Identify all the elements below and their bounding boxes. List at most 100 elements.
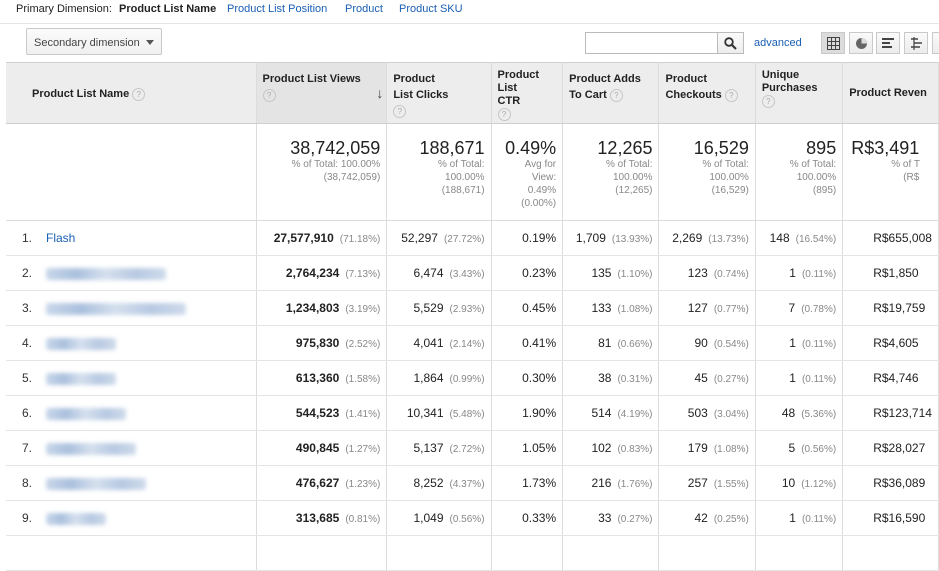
views-cell: 313,685 (0.81%) xyxy=(256,500,388,536)
purchases-cell: 1 (0.11%) xyxy=(755,325,844,361)
views-cell: 975,830 (2.52%) xyxy=(256,325,388,361)
adds-percent: (0.27%) xyxy=(617,514,653,525)
views-cell: 476,627 (1.23%) xyxy=(256,465,388,501)
product-list-name-link[interactable]: Flash xyxy=(46,231,76,245)
adds-value: 1,709 xyxy=(575,231,606,245)
adds-value: 514 xyxy=(591,406,612,420)
column-header-product-revenue[interactable]: Product Reven xyxy=(842,62,939,124)
help-icon[interactable]: ? xyxy=(761,95,775,108)
views-percent: (1.27%) xyxy=(345,444,381,455)
dimension-product-sku-link[interactable]: Product SKU xyxy=(399,3,463,15)
ctr-cell: 0.33% xyxy=(491,500,564,536)
performance-view-button[interactable] xyxy=(876,32,900,54)
column-header-product-list-name[interactable]: Product List Name ? xyxy=(6,62,257,124)
adds-value: 81 xyxy=(598,336,612,350)
product-list-name-cell: 1. Flash xyxy=(6,220,257,256)
revenue-cell: R$655,008 xyxy=(842,220,939,256)
sort-descending-icon[interactable]: ↓ xyxy=(376,85,384,101)
ctr-cell: 0.23% xyxy=(491,255,564,291)
column-header-product-list-views[interactable]: Product List Views ? ↓ xyxy=(256,62,388,124)
purchases-percent: (5.36%) xyxy=(801,409,837,420)
bar-chart-icon xyxy=(882,38,894,48)
total-subtext: % of Total: xyxy=(702,159,749,170)
total-subtext: 0.49% xyxy=(527,185,557,196)
column-label: Product List Clicks xyxy=(393,73,449,101)
help-icon[interactable]: ? xyxy=(393,104,407,118)
comparison-view-button[interactable] xyxy=(904,32,928,54)
clicks-value: 5,529 xyxy=(413,301,444,315)
views-value: 490,845 xyxy=(295,441,340,455)
table-view-button[interactable] xyxy=(821,32,845,54)
dimension-product-link[interactable]: Product xyxy=(345,3,383,15)
adds-cell: 216 (1.76%) xyxy=(562,465,660,501)
table-row-partial xyxy=(6,535,939,571)
totals-empty-cell xyxy=(6,123,257,221)
purchases-value: 10 xyxy=(781,476,796,490)
total-subtext: (188,671) xyxy=(441,185,485,196)
clicks-percent: (2.93%) xyxy=(449,304,485,315)
purchases-percent: (0.56%) xyxy=(801,444,837,455)
views-value: 313,685 xyxy=(295,511,340,525)
row-index: 1. xyxy=(22,231,33,245)
clicks-value: 8,252 xyxy=(413,476,444,490)
checkouts-cell: 123 (0.74%) xyxy=(658,255,756,291)
redacted-product-list-name xyxy=(46,407,126,420)
ctr-value: 1.90% xyxy=(522,406,557,420)
comparison-icon xyxy=(911,37,922,50)
pie-view-button[interactable] xyxy=(849,32,873,54)
purchases-cell: 1 (0.11%) xyxy=(755,255,844,291)
help-icon[interactable]: ? xyxy=(132,87,146,101)
table-row: 3. 1,234,803 (3.19%) 5,529 (2.93%) 0.45% 1… xyxy=(6,290,939,326)
adds-cell: 81 (0.66%) xyxy=(562,325,660,361)
views-cell: 2,764,234 (7.13%) xyxy=(256,255,388,291)
adds-value: 102 xyxy=(591,441,612,455)
clicks-cell: 4,041 (2.14%) xyxy=(386,325,492,361)
help-icon[interactable]: ? xyxy=(497,108,511,121)
checkouts-percent: (3.04%) xyxy=(713,409,749,420)
clicks-percent: (5.48%) xyxy=(449,409,485,420)
help-icon[interactable]: ? xyxy=(262,88,276,102)
dimension-product-list-position-link[interactable]: Product List Position xyxy=(227,3,328,15)
pivot-view-button[interactable] xyxy=(932,32,939,54)
purchases-percent: (0.11%) xyxy=(801,269,837,280)
checkouts-value: 2,269 xyxy=(672,231,703,245)
table-row: 9. 313,685 (0.81%) 1,049 (0.56%) 0.33% 33 (… xyxy=(6,500,939,536)
checkouts-percent: (0.74%) xyxy=(713,269,749,280)
column-label: Product Checkouts xyxy=(665,73,722,101)
column-header-product-list-ctr[interactable]: Product List CTR ? xyxy=(491,62,564,124)
search-button[interactable] xyxy=(717,32,744,54)
search-input[interactable] xyxy=(585,32,718,54)
checkouts-value: 179 xyxy=(687,441,708,455)
table-row: 5. 613,360 (1.58%) 1,864 (0.99%) 0.30% 38 (… xyxy=(6,360,939,396)
purchases-value: 5 xyxy=(788,441,796,455)
ctr-cell: 0.41% xyxy=(491,325,564,361)
total-subtext: View: xyxy=(531,172,557,183)
dimension-product-list-name: Product List Name xyxy=(119,3,217,15)
total-subtext: (R$ xyxy=(903,172,920,183)
adds-cell: 1,709 (13.93%) xyxy=(562,220,660,256)
column-header-product-adds-to-cart[interactable]: Product Adds To Cart ? xyxy=(562,62,660,124)
column-header-product-checkouts[interactable]: Product Checkouts ? xyxy=(658,62,756,124)
help-icon[interactable]: ? xyxy=(609,88,623,102)
adds-percent: (0.66%) xyxy=(617,339,653,350)
revenue-value: R$4,605 xyxy=(873,336,919,350)
help-icon[interactable]: ? xyxy=(724,88,738,102)
checkouts-value: 127 xyxy=(687,301,708,315)
adds-percent: (13.93%) xyxy=(611,234,653,245)
column-header-unique-purchases[interactable]: Unique Purchases ? xyxy=(755,62,844,124)
adds-value: 135 xyxy=(591,266,612,280)
column-header-product-list-clicks[interactable]: Product List Clicks ? xyxy=(386,62,492,124)
total-value: 0.49% xyxy=(505,138,557,158)
secondary-dimension-dropdown[interactable]: Secondary dimension xyxy=(26,28,162,55)
pie-chart-icon xyxy=(856,38,867,49)
clicks-cell: 5,137 (2.72%) xyxy=(386,430,492,466)
total-value: 12,265 xyxy=(597,138,653,158)
views-value: 544,523 xyxy=(295,406,340,420)
revenue-cell: R$4,605 xyxy=(842,325,939,361)
product-list-name-cell: 6. xyxy=(6,395,257,431)
purchases-cell: 148 (16.54%) xyxy=(755,220,844,256)
views-value: 27,577,910 xyxy=(273,231,334,245)
advanced-filter-link[interactable]: advanced xyxy=(754,37,802,49)
adds-percent: (0.83%) xyxy=(617,444,653,455)
clicks-value: 52,297 xyxy=(401,231,438,245)
